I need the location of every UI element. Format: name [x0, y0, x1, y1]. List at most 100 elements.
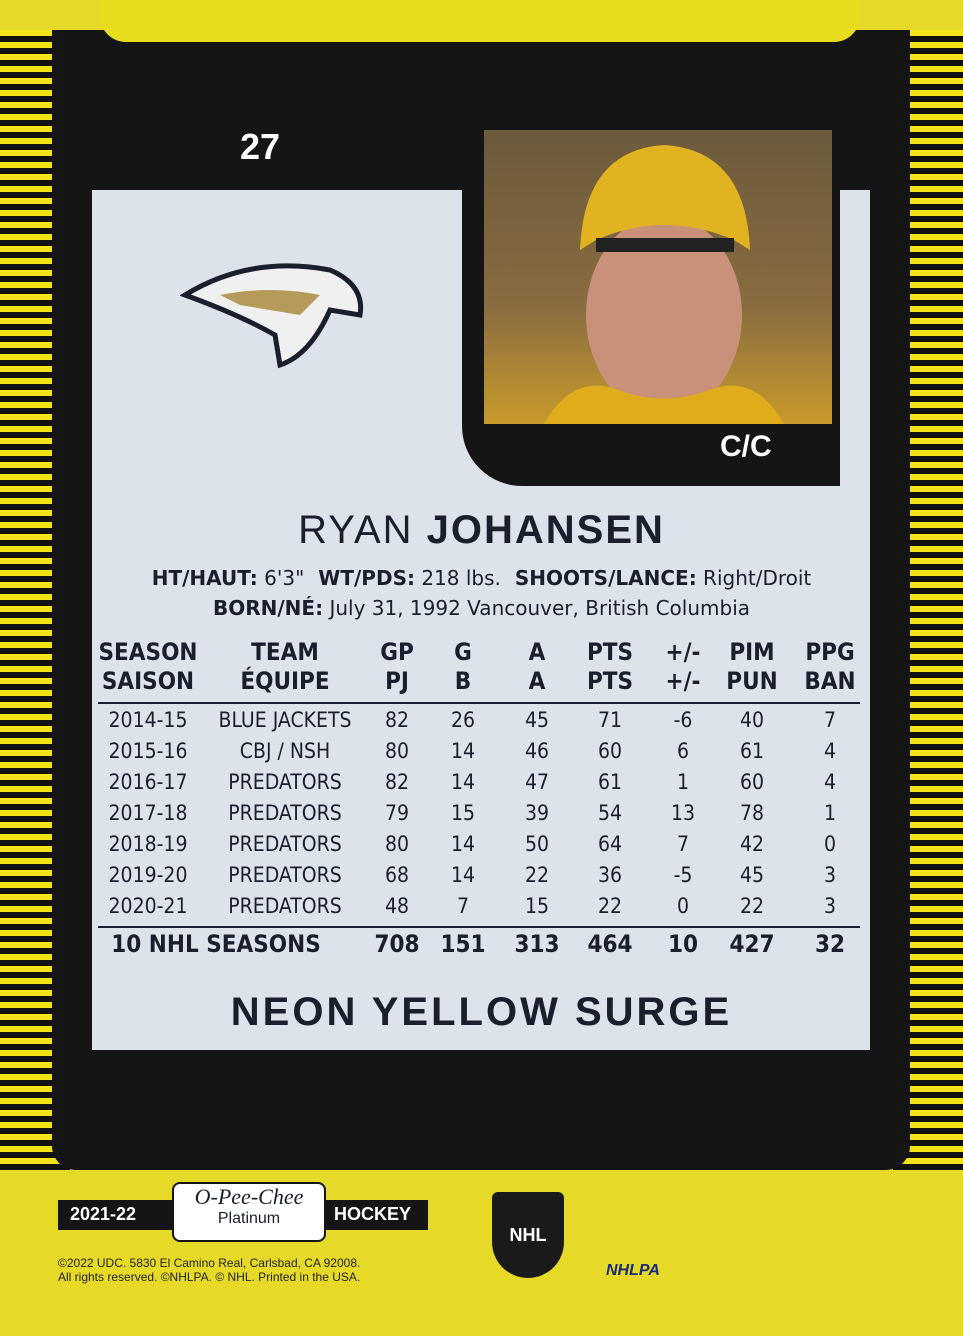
table-cell: 82: [384, 708, 410, 732]
table-cell: 68: [384, 863, 410, 887]
table-cell: PREDATORS: [228, 894, 342, 918]
table-cell: 26: [450, 708, 476, 732]
top-band: [100, 0, 860, 42]
column-header: PPG: [805, 638, 855, 666]
table-cell: 22: [597, 894, 623, 918]
table-cell: 61: [739, 739, 765, 763]
column-header: PTS: [586, 667, 634, 695]
column-header: ÉQUIPE: [240, 667, 330, 695]
column-header: PIM: [729, 638, 775, 666]
table-cell: CBJ / NSH: [239, 739, 331, 763]
photo-art: [544, 145, 784, 424]
column-header: TEAM: [251, 638, 319, 666]
bio-value: 6'3": [264, 566, 305, 590]
table-cell: 2015-16: [108, 739, 188, 763]
bio-value: Right/Droit: [703, 566, 812, 590]
table-cell: 7: [823, 708, 837, 732]
sport: HOCKEY: [334, 1204, 412, 1224]
table-cell: 45: [739, 863, 765, 887]
table-cell: 50: [524, 832, 550, 856]
table-cell: 39: [524, 801, 550, 825]
column-header: SAISON: [101, 667, 195, 695]
table-cell: 1: [823, 801, 837, 825]
table-cell: 14: [450, 832, 476, 856]
brand-logo: O-Pee-Chee Platinum: [172, 1182, 326, 1242]
table-cell: 13: [670, 801, 696, 825]
table-cell: 2020-21: [108, 894, 188, 918]
table-cell: 14: [450, 863, 476, 887]
table-cell: 61: [597, 770, 623, 794]
nhlpa-logo: NHLPA: [606, 1262, 660, 1279]
column-header: PUN: [726, 667, 778, 695]
bio-value: 218 lbs.: [421, 566, 501, 590]
card-number: 27: [240, 126, 281, 167]
table-cell: 4: [823, 739, 837, 763]
table-cell: 15: [450, 801, 476, 825]
table-cell: 22: [739, 894, 765, 918]
table-cell: 22: [524, 863, 550, 887]
column-header: B: [454, 667, 472, 695]
nhl-logo: NHL: [492, 1192, 564, 1278]
table-cell: 45: [524, 708, 550, 732]
total-cell: 708: [374, 930, 420, 958]
total-cell: 32: [814, 930, 846, 958]
bio-value: July 31, 1992 Vancouver, British Columbi…: [329, 596, 751, 620]
bio-label: WT/PDS:: [318, 566, 415, 590]
table-cell: 79: [384, 801, 410, 825]
table-cell: 2018-19: [108, 832, 188, 856]
table-cell: PREDATORS: [228, 770, 342, 794]
player-name: RYAN JOHANSEN: [0, 508, 963, 553]
column-header: +/-: [665, 667, 701, 695]
season: 2021-22: [70, 1204, 137, 1224]
column-header: +/-: [665, 638, 701, 666]
table-cell: 40: [739, 708, 765, 732]
sub-brand: Platinum: [217, 1210, 281, 1227]
table-cell: 54: [597, 801, 623, 825]
total-cell: 464: [587, 930, 633, 958]
table-cell: 2016-17: [108, 770, 188, 794]
table-cell: PREDATORS: [228, 832, 342, 856]
table-cell: PREDATORS: [228, 863, 342, 887]
table-cell: PREDATORS: [228, 801, 342, 825]
table-cell: 1: [676, 770, 690, 794]
table-cell: 80: [384, 739, 410, 763]
total-cell: 10: [667, 930, 699, 958]
table-cell: 0: [823, 832, 837, 856]
table-cell: 7: [456, 894, 470, 918]
table-cell: 0: [676, 894, 690, 918]
table-cell: 3: [823, 863, 837, 887]
total-cell: 427: [729, 930, 775, 958]
first-name: RYAN: [298, 508, 414, 552]
table-cell: 15: [524, 894, 550, 918]
total-cell: 10 NHL SEASONS: [111, 930, 321, 958]
table-cell: 36: [597, 863, 623, 887]
column-header: PTS: [586, 638, 634, 666]
table-cell: 14: [450, 739, 476, 763]
table-cell: 71: [597, 708, 623, 732]
table-cell: 78: [739, 801, 765, 825]
table-cell: 60: [739, 770, 765, 794]
table-cell: 46: [524, 739, 550, 763]
table-cell: 64: [597, 832, 623, 856]
bio-label: BORN/NÉ:: [212, 596, 324, 620]
table-cell: -6: [673, 708, 693, 732]
column-header: A: [528, 638, 546, 666]
parallel-name: NEON YELLOW SURGE: [230, 990, 733, 1034]
bio-label: HT/HAUT:: [151, 566, 258, 590]
total-cell: 313: [514, 930, 560, 958]
bio-label: SHOOTS/LANCE:: [514, 566, 697, 590]
column-header: A: [528, 667, 546, 695]
table-cell: 48: [384, 894, 410, 918]
table-cell: 60: [597, 739, 623, 763]
bio-line: HT/HAUT: 6'3" WT/PDS: 218 lbs. SHOOTS/LANC…: [0, 566, 963, 590]
column-header: SEASON: [98, 638, 198, 666]
copyright-line: All rights reserved. ©NHLPA. © NHL. Prin…: [58, 1270, 361, 1284]
table-cell: 2017-18: [108, 801, 188, 825]
column-header: GP: [380, 638, 414, 666]
table-cell: -5: [673, 863, 693, 887]
table-cell: 3: [823, 894, 837, 918]
table-cell: 82: [384, 770, 410, 794]
last-name: JOHANSEN: [426, 508, 665, 552]
table-cell: 2014-15: [108, 708, 188, 732]
